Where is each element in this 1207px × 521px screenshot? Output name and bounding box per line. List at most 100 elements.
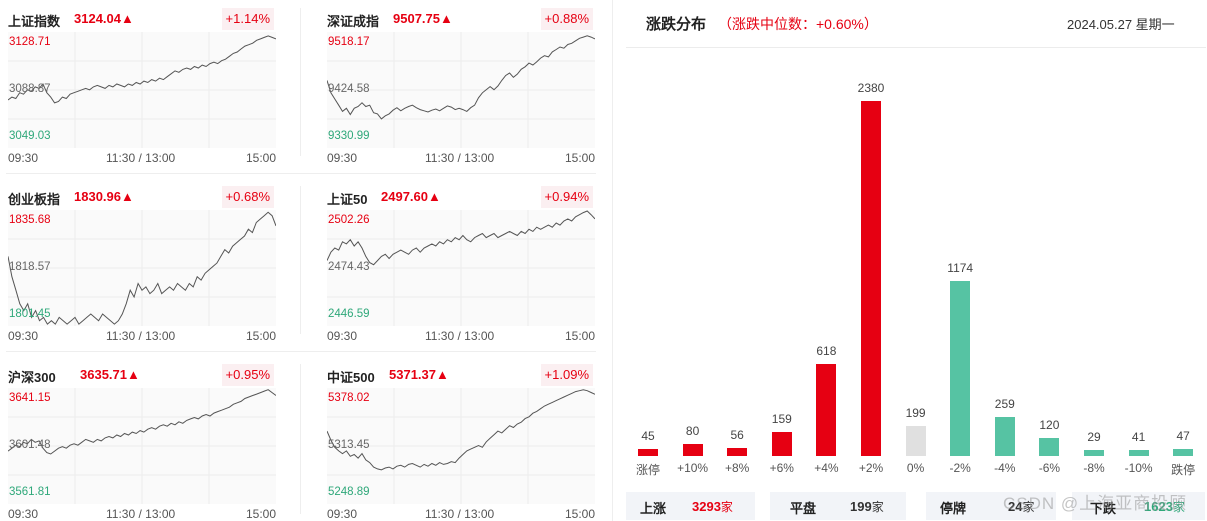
- index-change: +0.94%: [540, 186, 593, 208]
- bar-value-label: 259: [994, 397, 1015, 412]
- price-low-label: 2446.59: [328, 308, 370, 320]
- price-mid-label: 5313.45: [328, 439, 370, 451]
- panel-header: 上证指数 3124.04▲ +1.14%: [8, 8, 276, 30]
- price-line: [8, 35, 276, 104]
- bar-value-label: 56: [730, 427, 744, 442]
- price-high-label: 3641.15: [9, 392, 51, 404]
- flat-count-value: 199: [850, 499, 872, 514]
- price-line: [327, 389, 595, 471]
- column-divider: [300, 8, 301, 156]
- bar-value-label: 47: [1176, 428, 1190, 443]
- price-line-chart: [8, 210, 276, 326]
- bar-category-label: +2%: [858, 461, 884, 475]
- time-label-open: 09:30: [8, 329, 39, 343]
- index-value: 3635.71▲: [80, 367, 140, 382]
- price-line: [8, 389, 276, 455]
- index-panel[interactable]: 上证50 2497.60▲ +0.94% 2502.26 2474.43 2446.59 0…: [327, 184, 595, 354]
- bar-category-label: 0%: [906, 461, 925, 475]
- down-count-value: 1623: [1144, 499, 1173, 514]
- index-panel[interactable]: 创业板指 1830.96▲ +0.68% 1835.68 1818.57 1801.45 0…: [8, 184, 276, 354]
- time-label-open: 09:30: [8, 151, 39, 165]
- flat-count: 199家: [850, 498, 884, 515]
- time-label-mid: 11:30 / 13:00: [425, 151, 495, 165]
- section-divider: [612, 0, 613, 521]
- index-panel[interactable]: 深证成指 9507.75▲ +0.88% 9518.17 9424.58 9330.99 0…: [327, 6, 595, 176]
- bar-value-label: 199: [905, 406, 926, 421]
- bar-category-label: -2%: [949, 461, 971, 475]
- summary-up: 上涨 3293家: [626, 492, 755, 520]
- price-mid-label: 3088.87: [9, 83, 51, 95]
- distribution-bar: [861, 101, 881, 456]
- distribution-bar: [950, 280, 971, 456]
- index-panel[interactable]: 上证指数 3124.04▲ +1.14% 3128.71 3088.87 3049.03 0…: [8, 6, 276, 176]
- intraday-chart: 5378.02 5313.45 5248.89: [327, 388, 595, 504]
- halt-count-unit: 家: [1022, 500, 1035, 514]
- time-label-mid: 11:30 / 13:00: [425, 507, 495, 521]
- time-axis: 09:30 11:30 / 13:00 15:00: [327, 329, 595, 345]
- time-label-mid: 11:30 / 13:00: [425, 329, 495, 343]
- up-label: 上涨: [640, 501, 667, 516]
- price-high-label: 5378.02: [328, 392, 370, 404]
- panel-header: 上证50 2497.60▲ +0.94%: [327, 186, 595, 208]
- intraday-chart: 3641.15 3601.48 3561.81: [8, 388, 276, 504]
- down-count: 1623家: [1144, 498, 1185, 515]
- time-label-mid: 11:30 / 13:00: [106, 507, 176, 521]
- column-divider: [300, 186, 301, 334]
- intraday-chart: 2502.26 2474.43 2446.59: [327, 210, 595, 326]
- index-name: 中证500: [327, 370, 375, 385]
- time-label-open: 09:30: [327, 151, 358, 165]
- price-low-label: 3561.81: [9, 486, 51, 498]
- flat-label: 平盘: [790, 501, 817, 516]
- header-divider: [626, 47, 1206, 48]
- time-label-open: 09:30: [327, 507, 358, 521]
- distribution-bar: [1173, 448, 1194, 456]
- bar-category-label: -4%: [994, 461, 1016, 475]
- bar-category-label: +6%: [769, 461, 794, 475]
- distribution-bar: [994, 417, 1015, 456]
- time-label-close: 15:00: [565, 507, 596, 521]
- price-low-label: 5248.89: [328, 486, 370, 498]
- distribution-bar: [816, 363, 837, 456]
- bar-value-label: 120: [1039, 418, 1060, 433]
- price-line: [8, 211, 276, 325]
- time-label-close: 15:00: [565, 329, 596, 343]
- row-divider: [6, 351, 596, 352]
- bar-value-label: 1174: [947, 260, 974, 275]
- price-line: [327, 35, 595, 120]
- index-change: +0.68%: [221, 186, 274, 208]
- price-mid-label: 9424.58: [328, 83, 370, 95]
- index-change: +1.14%: [221, 8, 274, 30]
- price-line-chart: [327, 388, 595, 504]
- bar-value-label: 618: [816, 343, 837, 358]
- distribution-title: 涨跌分布: [646, 16, 707, 33]
- price-low-label: 1801.45: [9, 308, 51, 320]
- index-panel[interactable]: 中证500 5371.37▲ +1.09% 5378.02 5313.45 5248.89…: [327, 362, 595, 521]
- distribution-bar: [638, 449, 658, 456]
- bar-category-label: +8%: [725, 461, 750, 475]
- price-line-chart: [8, 388, 276, 504]
- halt-label: 停牌: [940, 501, 967, 516]
- summary-flat: 平盘 199家: [770, 492, 906, 520]
- summary-halt: 停牌 24家: [926, 492, 1056, 520]
- bar-value-label: 29: [1087, 430, 1101, 444]
- index-name: 深证成指: [327, 14, 380, 29]
- price-high-label: 3128.71: [9, 36, 51, 48]
- time-axis: 09:30 11:30 / 13:00 15:00: [8, 329, 276, 345]
- price-mid-label: 1818.57: [9, 261, 51, 273]
- price-high-label: 1835.68: [9, 214, 51, 226]
- trade-date: 2024.05.27 星期一: [1067, 17, 1175, 32]
- price-line-chart: [8, 32, 276, 148]
- panel-header: 创业板指 1830.96▲ +0.68%: [8, 186, 276, 208]
- price-low-label: 3049.03: [9, 130, 51, 142]
- bar-value-label: 159: [771, 412, 792, 427]
- down-count-unit: 家: [1172, 500, 1185, 514]
- up-count-unit: 家: [720, 500, 733, 514]
- time-axis: 09:30 11:30 / 13:00 15:00: [327, 507, 595, 521]
- index-panel[interactable]: 沪深300 3635.71▲ +0.95% 3641.15 3601.48 3561.81…: [8, 362, 276, 521]
- bar-value-label: 45: [641, 429, 655, 444]
- distribution-bar: [727, 447, 748, 456]
- halt-count: 24家: [1008, 498, 1034, 515]
- bar-value-label: 41: [1131, 429, 1146, 444]
- index-name: 上证指数: [8, 14, 61, 29]
- summary-down: 下跌 1623家: [1072, 492, 1205, 520]
